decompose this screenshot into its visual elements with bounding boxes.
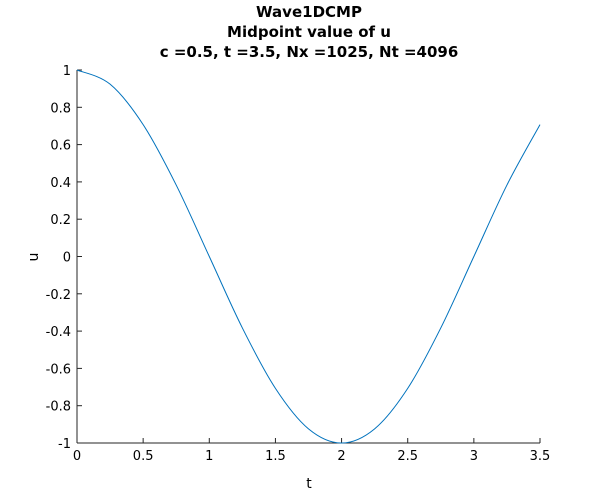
y-tick-label: 0	[63, 251, 71, 266]
y-tick-label: -0.2	[46, 288, 71, 303]
plot-area: 0 0.5 1 1.5 2 2.5 3 3.5 1 0.8 0.6 0.4 0.2 0 -0.2 -0.4 -…	[46, 64, 551, 464]
y-tick-label: 0.6	[50, 139, 71, 154]
chart-title-line-1: Wave1DCMP	[256, 3, 362, 21]
chart-title-line-2: Midpoint value of u	[227, 23, 391, 41]
y-ticks: 1 0.8 0.6 0.4 0.2 0 -0.2 -0.4 -0.6 -0.8 -1	[46, 64, 82, 452]
y-tick-label: 1	[63, 64, 71, 79]
y-tick-label: -1	[58, 437, 71, 452]
x-tick-label: 3.5	[530, 449, 551, 464]
x-tick-label: 1	[205, 449, 213, 464]
y-tick-label: -0.8	[46, 400, 71, 415]
x-tick-label: 2.5	[397, 449, 418, 464]
x-axis-label: t	[306, 476, 312, 492]
y-axis-label: u	[26, 253, 42, 262]
chart-title-line-3: c =0.5, t =3.5, Nx =1025, Nt =4096	[160, 43, 459, 61]
series-line	[76, 69, 541, 444]
x-tick-label: 1.5	[265, 449, 286, 464]
y-tick-label: -0.4	[46, 325, 71, 340]
x-tick-label: 0	[73, 449, 81, 464]
x-tick-label: 3	[470, 449, 478, 464]
x-tick-label: 0.5	[133, 449, 154, 464]
y-tick-label: 0.2	[50, 213, 71, 228]
y-tick-label: -0.6	[46, 362, 71, 377]
y-tick-label: 0.8	[50, 101, 71, 116]
x-tick-label: 2	[337, 449, 345, 464]
y-tick-label: 0.4	[50, 176, 71, 191]
x-ticks: 0 0.5 1 1.5 2 2.5 3 3.5	[73, 438, 550, 464]
